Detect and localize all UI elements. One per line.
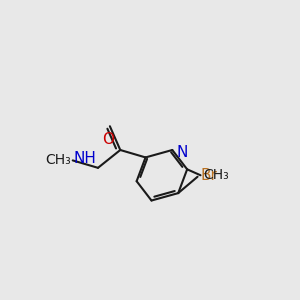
Text: CH₃: CH₃ [203, 168, 229, 182]
Text: O: O [102, 132, 114, 147]
Text: CH₃: CH₃ [46, 153, 71, 167]
Text: N: N [176, 145, 188, 160]
Text: Br: Br [200, 168, 218, 183]
Text: NH: NH [74, 151, 97, 166]
